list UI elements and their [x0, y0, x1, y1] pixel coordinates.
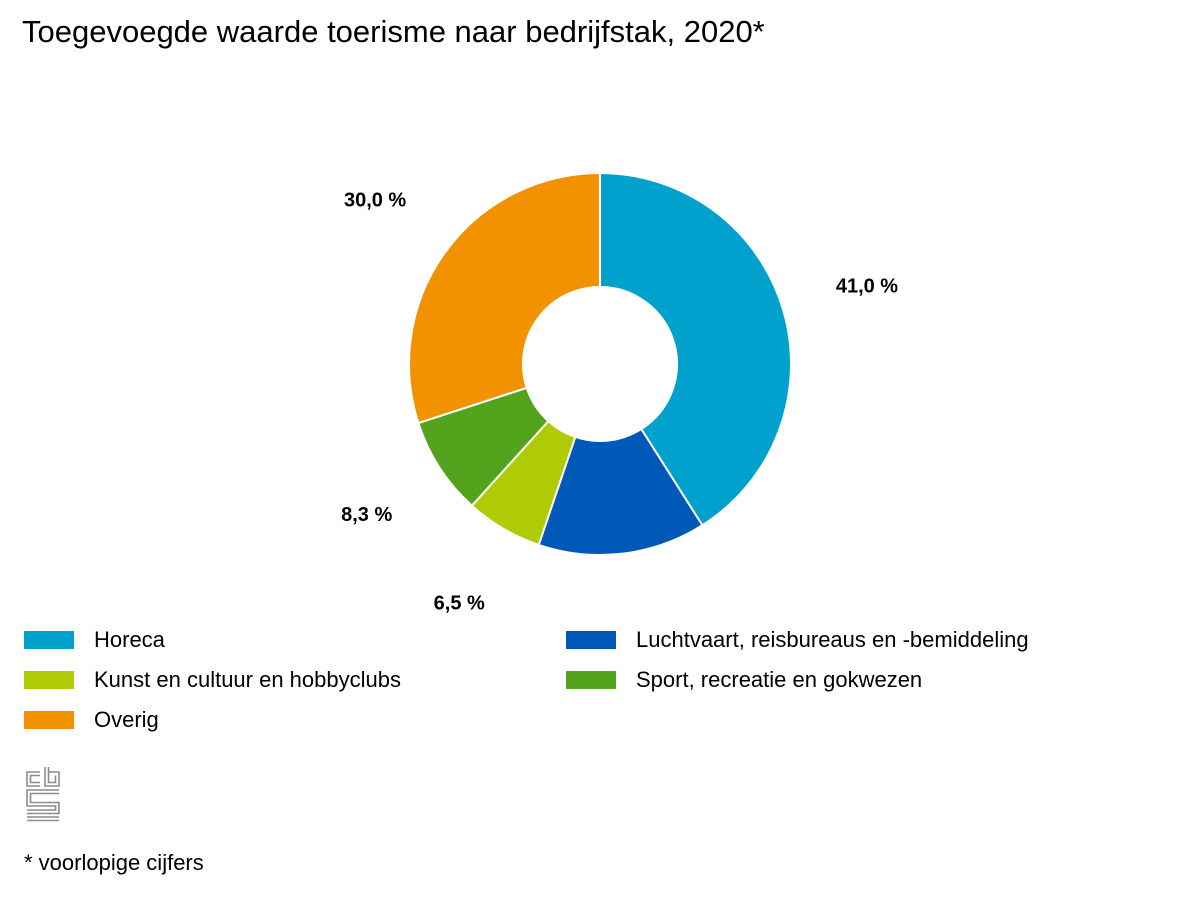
slice-value-label: 8,3 % — [341, 504, 392, 526]
donut-slices — [408, 171, 792, 556]
footnote: * voorlopige cijfers — [24, 850, 204, 875]
legend-label: Kunst en cultuur en hobbyclubs — [94, 667, 401, 692]
legend-label: Overig — [94, 707, 159, 732]
legend-label: Horeca — [94, 627, 165, 652]
slice-labels: 41,0 %14,2 %6,5 %8,3 %30,0 % — [341, 190, 898, 615]
legend-item-luchtvaart: Luchtvaart, reisbureaus en -bemiddeling — [566, 624, 1029, 656]
legend-swatch — [566, 671, 616, 689]
chart-title: Toegevoegde waarde toerisme naar bedrijf… — [22, 14, 765, 49]
legend-item-overig: Overig — [24, 704, 159, 736]
legend-item-kunst-en-cultuur: Kunst en cultuur en hobbyclubs — [24, 664, 401, 696]
legend-item-horeca: Horeca — [24, 624, 165, 656]
slice-value-label: 41,0 % — [836, 275, 898, 297]
legend-label: Luchtvaart, reisbureaus en -bemiddeling — [636, 627, 1029, 652]
donut-slice — [537, 427, 704, 556]
legend-label: Sport, recreatie en gokwezen — [636, 667, 923, 692]
donut-slice — [408, 171, 601, 425]
legend-swatch — [24, 671, 74, 689]
legend-item-sport-recreatie: Sport, recreatie en gokwezen — [566, 664, 922, 696]
cbs-logo-icon — [26, 767, 60, 822]
legend-swatch — [24, 711, 74, 729]
slice-value-label: 30,0 % — [344, 190, 406, 212]
slice-value-label: 6,5 % — [434, 593, 485, 615]
legend-swatch — [24, 631, 74, 649]
legend-swatch — [566, 631, 616, 649]
donut-chart: 41,0 %14,2 %6,5 %8,3 %30,0 % — [341, 171, 898, 615]
donut-slice — [599, 171, 792, 527]
